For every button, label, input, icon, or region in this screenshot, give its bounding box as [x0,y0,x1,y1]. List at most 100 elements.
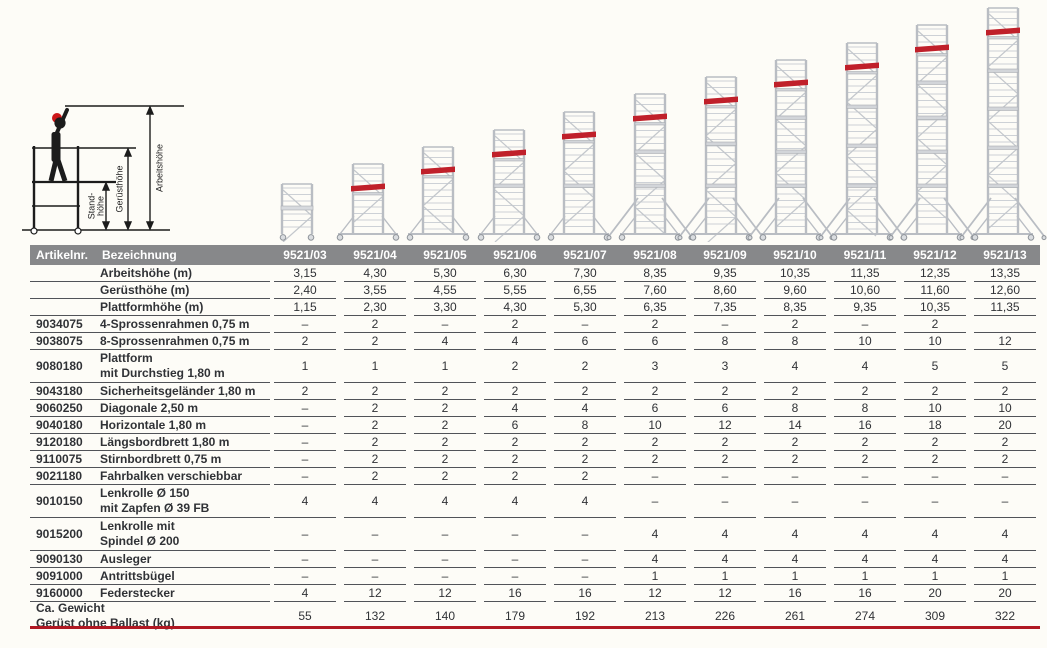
value-cell: 2 [624,383,686,400]
value-cell: – [414,568,476,585]
value-cell: 4 [974,518,1036,551]
row-label-cell: 9091000 Antrittsbügel [30,568,270,585]
value-cell: – [274,400,336,417]
tower-illustration [747,59,835,241]
value-cell: 10,60 [834,282,896,299]
value-cell: 4 [274,485,336,518]
value-cell: 213 [644,608,666,623]
value-cell: 2 [974,434,1036,451]
value-cell: 1,15 [274,299,336,316]
value-cell: 2 [554,451,616,468]
row-label-cell: 9060250 Diagonale 2,50 m [30,400,270,417]
value-cell: 8,35 [764,299,826,316]
value-cell: 10 [974,400,1036,417]
value-cell: 1 [344,350,406,383]
value-cell: – [974,468,1036,485]
artikel-nr: 9040180 [36,418,83,432]
value-cell: 4 [274,585,336,602]
artikel-nr: 9110075 [36,452,83,466]
value-cell: 4 [974,551,1036,568]
value-cell: 2 [554,350,616,383]
value-cell: 2 [904,451,966,468]
person-icon [48,108,69,182]
row-label-cell: 9090130 Ausleger [30,551,270,568]
bezeichnung-label: Diagonale 2,50 m [100,400,199,415]
row-label-cell: 9043180 Sicherheitsgeländer 1,80 m [30,383,270,400]
value-cell: 2 [694,434,756,451]
value-cell: 2 [414,468,476,485]
value-cell: 1 [904,568,966,585]
model-header: 9521/03 [283,248,327,262]
value-cell: 12,35 [904,265,966,282]
value-cell: 4 [414,333,476,350]
value-cell: – [554,316,616,333]
row-label-cell: 9015200 Lenkrolle mit Spindel Ø 200 [30,518,270,551]
artikel-nr: 9043180 [36,384,83,398]
value-cell: 2 [484,350,546,383]
value-cell: 3 [694,350,756,383]
value-cell: 2 [694,383,756,400]
value-cell: 10 [904,400,966,417]
row-label-cell: 9040180 Horizontale 1,80 m [30,417,270,434]
model-header: 9521/04 [353,248,397,262]
value-cell: 2 [624,451,686,468]
value-cell: – [344,551,406,568]
value-cell: 6 [484,417,546,434]
artikel-nr: 9034075 [36,317,83,331]
value-cell: 4,30 [344,265,406,282]
value-cell: 16 [834,417,896,434]
value-cell: – [694,316,756,333]
value-cell: 7,60 [624,282,686,299]
value-cell: 10,35 [764,265,826,282]
value-cell: 4 [904,518,966,551]
table-row: 9120180 Längsbordbrett 1,80 m –2 2 2 2 2 2 2 2 2 2 [30,434,1040,451]
value-cell: – [484,518,546,551]
value-cell: 132 [364,608,386,623]
value-cell: 16 [484,585,546,602]
value-cell: 4 [834,518,896,551]
value-cell: – [344,518,406,551]
row-label-cell: 9010150 Lenkrolle Ø 150 mit Zapfen Ø 39 F… [30,485,270,518]
value-cell: 2 [904,316,966,333]
model-header: 9521/11 [843,248,887,262]
value-cell: 261 [784,608,806,623]
value-cell: 1 [834,568,896,585]
value-cell: – [274,551,336,568]
row-label-cell: Ca. Gewicht Gerüst ohne Ballast (kg) [30,601,270,630]
tower-illustration [406,146,470,241]
table-row: Arbeitshöhe (m) 3,15 4,30 5,30 6,30 7,30 8,35 9… [30,265,1040,282]
table-header: Artikelnr. Bezeichnung 9521/03 9521/04 952… [30,245,1040,265]
value-cell: 10,35 [904,299,966,316]
value-cell: 2 [414,451,476,468]
value-cell: 274 [854,608,876,623]
value-cell: – [694,485,756,518]
value-cell: 2 [624,316,686,333]
row-label-cell: Arbeitshöhe (m) [30,265,270,282]
tower-illustration [336,163,400,241]
model-header: 9521/12 [913,248,957,262]
value-cell: 10 [624,417,686,434]
table-row: 9060250 Diagonale 2,50 m –2 2 4 4 6 6 8 8 10 10 [30,400,1040,417]
value-cell: 2 [694,451,756,468]
value-cell: – [274,518,336,551]
value-cell: 5,55 [484,282,546,299]
value-cell: 55 [298,608,312,623]
value-cell: 6 [554,333,616,350]
tower-illustration [677,76,765,242]
value-cell: 2 [484,383,546,400]
value-cell: 2 [484,316,546,333]
value-cell: 20 [904,585,966,602]
value-cell: 18 [904,417,966,434]
value-cell: 12 [694,417,756,434]
value-cell: 2 [414,400,476,417]
scaffold-towers [0,0,1047,245]
value-cell: 8 [554,417,616,434]
model-header: 9521/08 [633,248,677,262]
value-cell: 4,30 [484,299,546,316]
value-cell: 2 [344,383,406,400]
value-cell: – [274,316,336,333]
value-cell: 1 [974,568,1036,585]
value-cell: 7,30 [554,265,616,282]
red-divider [30,626,1040,629]
value-cell: 16 [764,585,826,602]
